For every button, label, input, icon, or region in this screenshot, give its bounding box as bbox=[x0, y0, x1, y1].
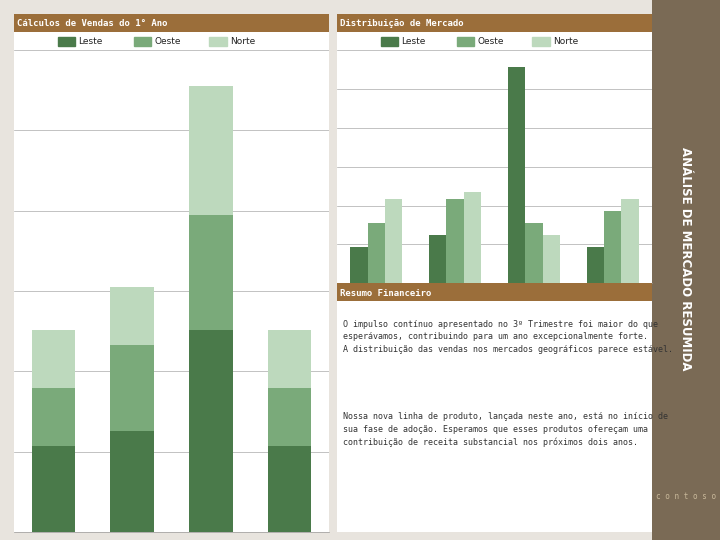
Bar bbox=[268, 446, 311, 532]
Bar bbox=[587, 247, 604, 284]
Bar bbox=[134, 37, 151, 45]
Text: O impulso contínuo apresentado no 3º Trimestre foi maior do que
esperávamos, con: O impulso contínuo apresentado no 3º Tri… bbox=[343, 320, 673, 354]
Bar bbox=[268, 388, 311, 446]
Bar bbox=[429, 235, 446, 284]
Text: Oeste: Oeste bbox=[154, 37, 181, 45]
Bar bbox=[189, 86, 233, 215]
Text: c o n t o s o: c o n t o s o bbox=[656, 492, 716, 501]
Text: Nossa nova linha de produto, lançada neste ano, está no início de
sua fase de ad: Nossa nova linha de produto, lançada nes… bbox=[343, 412, 668, 447]
Bar bbox=[621, 199, 639, 284]
Bar bbox=[543, 235, 560, 284]
Bar bbox=[32, 388, 75, 446]
Bar bbox=[525, 224, 543, 284]
Text: Cálculos de Vendas do 1° Ano: Cálculos de Vendas do 1° Ano bbox=[17, 19, 168, 29]
Bar bbox=[604, 211, 621, 284]
Bar bbox=[532, 37, 549, 45]
Bar bbox=[110, 431, 154, 532]
Bar bbox=[385, 199, 402, 284]
Bar bbox=[446, 199, 464, 284]
Text: ANÁLISE DE MERCADO RESUMIDA: ANÁLISE DE MERCADO RESUMIDA bbox=[680, 147, 693, 371]
Bar bbox=[110, 287, 154, 345]
Text: Norte: Norte bbox=[553, 37, 578, 45]
Text: Distribuição de Mercado: Distribuição de Mercado bbox=[340, 19, 464, 29]
Bar bbox=[189, 215, 233, 330]
Bar bbox=[508, 68, 525, 284]
Bar bbox=[268, 330, 311, 388]
Bar bbox=[456, 37, 474, 45]
Bar bbox=[210, 37, 227, 45]
Bar bbox=[368, 224, 385, 284]
Bar bbox=[189, 330, 233, 532]
Text: Oeste: Oeste bbox=[477, 37, 504, 45]
Bar bbox=[58, 37, 76, 45]
Bar bbox=[464, 192, 481, 284]
Text: Leste: Leste bbox=[78, 37, 103, 45]
Text: Resumo Financeiro: Resumo Financeiro bbox=[340, 289, 431, 298]
Bar bbox=[32, 446, 75, 532]
Bar bbox=[351, 247, 368, 284]
Bar bbox=[32, 330, 75, 388]
Bar bbox=[110, 345, 154, 431]
Text: Leste: Leste bbox=[402, 37, 426, 45]
Bar bbox=[381, 37, 398, 45]
Text: Norte: Norte bbox=[230, 37, 255, 45]
